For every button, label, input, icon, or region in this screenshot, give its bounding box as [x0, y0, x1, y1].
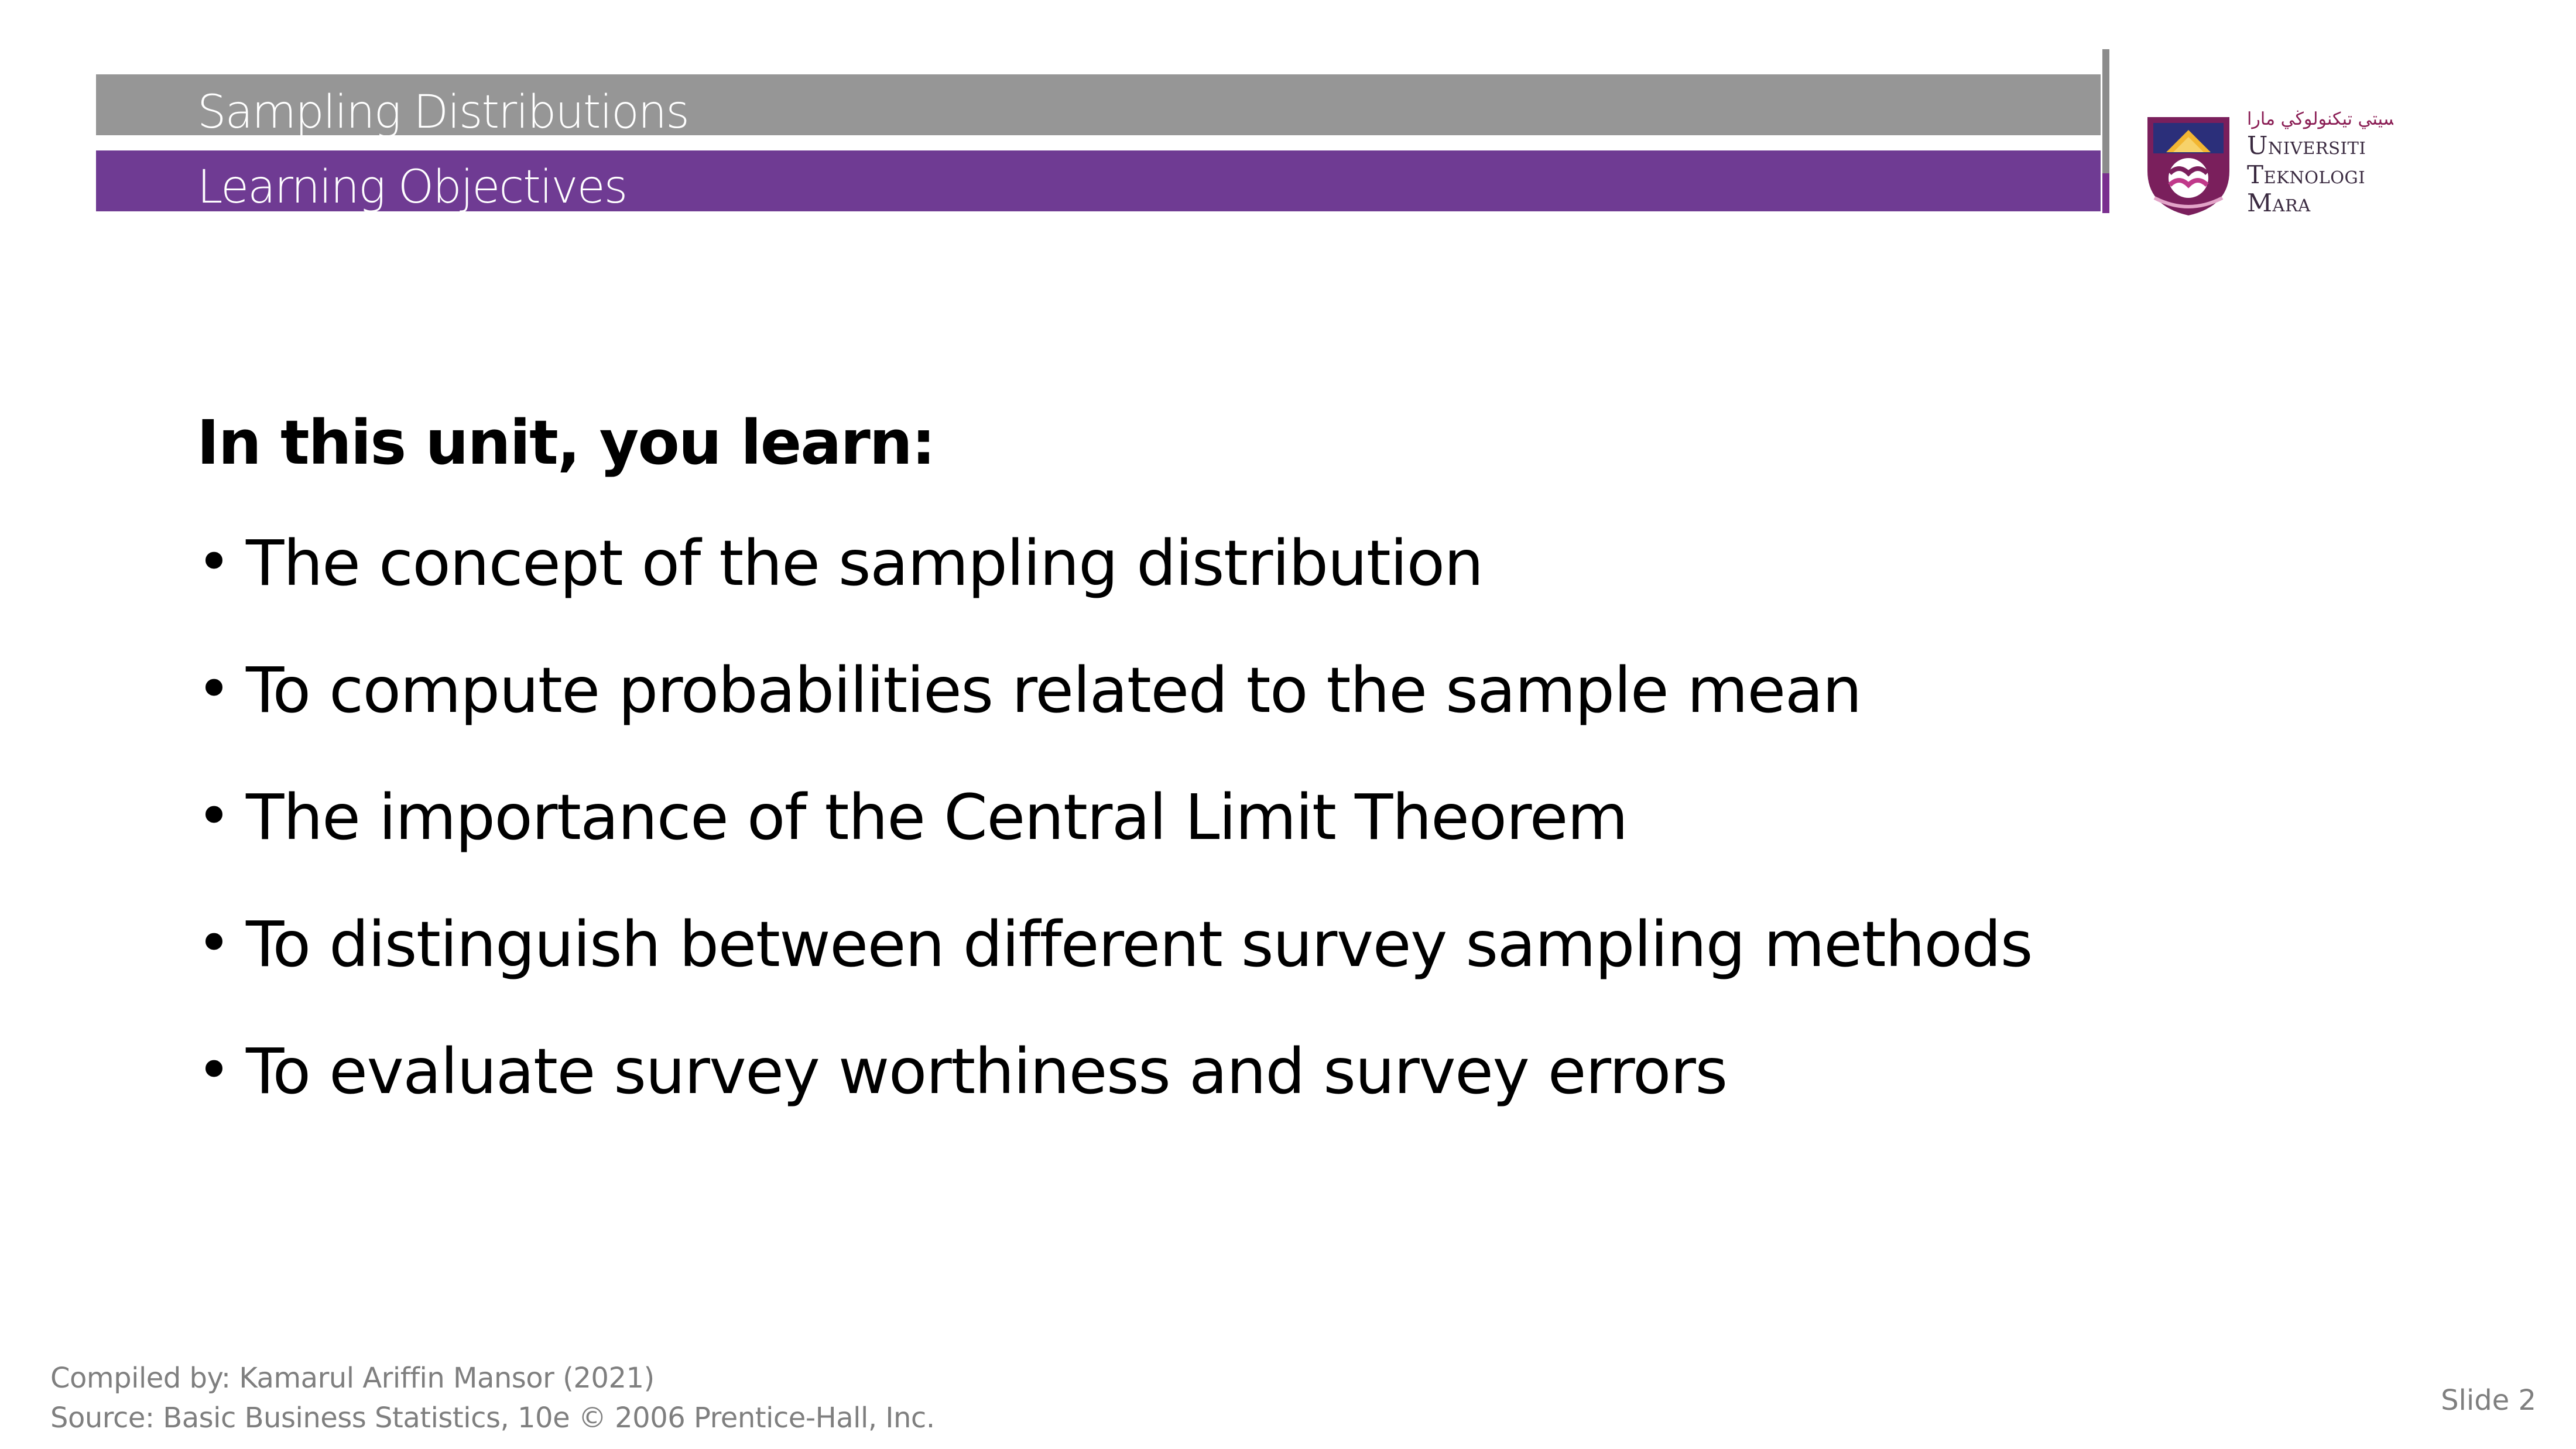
logo-jawi-text: اونيۏرسيتي تيكنولوڬي مارا — [2247, 109, 2393, 129]
header-divider — [2102, 49, 2109, 213]
list-item-text: The concept of the sampling distribution — [246, 527, 1484, 600]
logo-word-teknologi: Teknologi — [2247, 160, 2366, 189]
bullet-icon: • — [197, 782, 231, 850]
list-item: • To evaluate survey worthiness and surv… — [197, 1036, 2032, 1165]
list-item-text: To distinguish between different survey … — [246, 909, 2033, 981]
list-item-text: To compute probabilities related to the … — [246, 655, 1862, 727]
slide-subtitle: Learning Objectives — [197, 161, 628, 214]
slide-number: Slide 2 — [2441, 1384, 2536, 1417]
bullet-icon: • — [197, 1036, 231, 1104]
content-heading: In this unit, you learn: — [197, 407, 936, 478]
footer-source: Source: Basic Business Statistics, 10e ©… — [50, 1402, 935, 1434]
list-item: • The importance of the Central Limit Th… — [197, 782, 2032, 911]
bullet-icon: • — [197, 655, 231, 723]
footer-credits: Compiled by: Kamarul Ariffin Mansor (202… — [50, 1358, 935, 1438]
objectives-list: • The concept of the sampling distributi… — [197, 527, 2033, 1165]
footer-compiled-by: Compiled by: Kamarul Ariffin Mansor (202… — [50, 1362, 655, 1395]
header-divider-accent — [2102, 173, 2109, 213]
list-item: • To distinguish between different surve… — [197, 909, 2033, 1038]
bullet-icon: • — [197, 909, 231, 977]
list-item-text: To evaluate survey worthiness and survey… — [246, 1036, 1728, 1108]
logo-word-mara: Mara — [2247, 189, 2311, 217]
bullet-icon: • — [197, 527, 231, 596]
logo-word-universiti: Universiti — [2247, 131, 2366, 160]
list-item: • To compute probabilities related to th… — [197, 655, 2032, 784]
university-crest-icon — [2147, 117, 2229, 215]
slide-title: Sampling Distributions — [197, 86, 690, 139]
subtitle-band: Learning Objectives — [96, 150, 2101, 214]
list-item: • The concept of the sampling distributi… — [197, 527, 2032, 657]
university-logo: اونيۏرسيتي تيكنولوڬي مارا Universiti Tek… — [2143, 109, 2400, 220]
list-item-text: The importance of the Central Limit Theo… — [246, 782, 1628, 854]
title-band: Sampling Distributions — [96, 74, 2101, 139]
